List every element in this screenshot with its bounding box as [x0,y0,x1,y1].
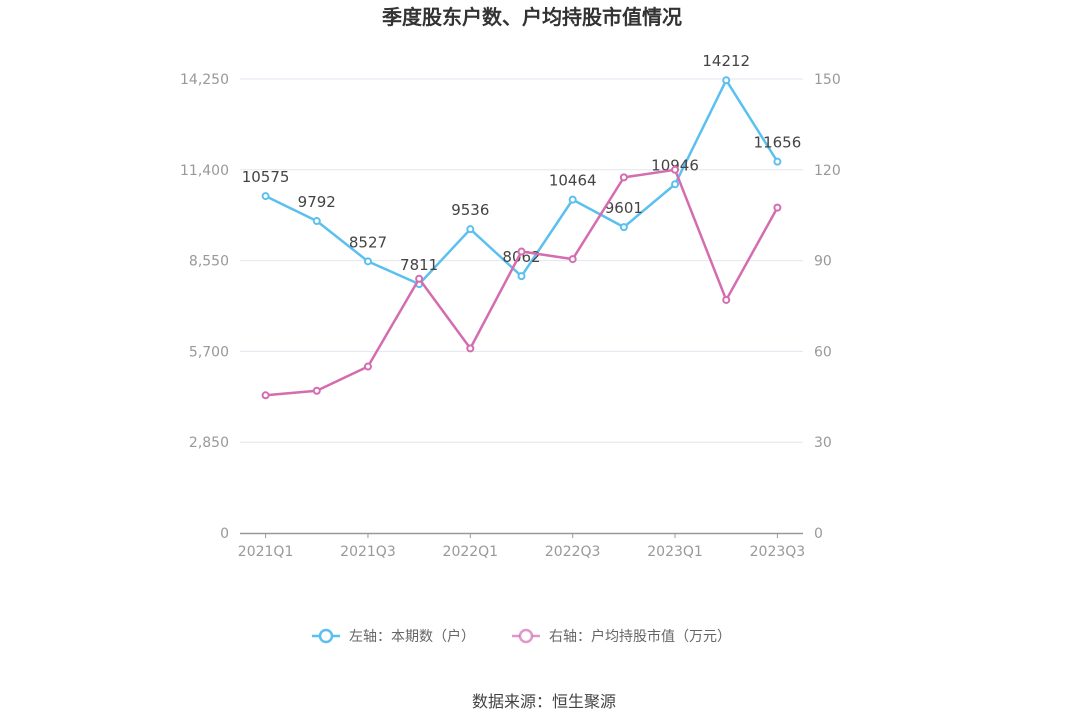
data-label: 9601 [605,199,643,217]
series-layer: 1057597928527781195368062104649601109461… [242,52,802,400]
data-label: 9536 [451,201,489,219]
data-label: 10946 [651,156,699,174]
left-axis-tick-label: 8,550 [189,254,229,270]
series-2-point [466,344,475,353]
x-axis-tick-label: 2023Q3 [750,544,806,560]
series-2-point [722,295,731,304]
x-axis-tick-label: 2023Q1 [647,544,703,560]
series-2-point [415,274,424,283]
series-2-point [312,386,321,395]
data-label: 9792 [298,193,336,211]
legend-label: 右轴：户均持股市值（万元） [549,628,731,645]
right-axis-tick-label: 120 [814,163,841,179]
left-axis-tick-label: 5,700 [189,344,229,360]
left-axis-tick-label: 14,250 [180,72,229,88]
legend-item-1[interactable]: 左轴：本期数（户） [312,628,475,645]
series-2-point [671,165,680,174]
series-line-2 [265,168,779,397]
series-1-point [671,180,680,189]
series-2-point [568,255,577,264]
series-1-point [568,195,577,204]
legend-label: 左轴：本期数（户） [349,628,475,645]
legend-item-2[interactable]: 右轴：户均持股市值（万元） [512,628,731,645]
right-axis-tick-label: 0 [814,526,823,542]
source-note: 数据来源：恒生聚源 [472,692,616,711]
right-axis-tick-label: 60 [814,344,832,360]
x-axis-tick-label: 2021Q3 [340,544,396,560]
x-axis-tick-label: 2022Q1 [443,544,499,560]
data-label: 14212 [702,52,750,70]
series-2-point [773,203,782,212]
x-axis-tick-label: 2022Q3 [545,544,601,560]
right-axis-tick-label: 150 [814,72,841,88]
series-1-point [722,76,731,85]
chart-title: 季度股东户数、户均持股市值情况 [381,5,682,29]
series-1-point [619,223,628,232]
legend-marker-icon [318,628,334,644]
left-axis-tick-label: 0 [220,526,229,542]
grid-lines [240,78,803,443]
data-label: 8527 [349,233,387,251]
legend[interactable]: 左轴：本期数（户） 右轴：户均持股市值（万元） [312,628,731,645]
series-2-point [261,391,270,400]
series-1-point [312,217,321,226]
series-1-point [363,257,372,266]
left-axis-tick-label: 11,400 [180,163,229,179]
axes: 0 0 2,850 30 5,700 60 8,550 90 11,400 120 14,250 15… [180,72,841,560]
right-axis-tick-label: 90 [814,254,832,270]
legend-marker-icon [518,628,534,644]
series-1-point [466,225,475,234]
series-1-point [261,192,270,201]
series-2-point [517,247,526,256]
series-1-point [517,272,526,281]
right-axis-tick-label: 30 [814,435,832,451]
series-2-point [619,173,628,182]
data-label: 10464 [549,172,597,190]
data-label: 7811 [400,256,438,274]
series-1-point [773,157,782,166]
left-axis-tick-label: 2,850 [189,435,229,451]
data-label: 10575 [242,168,290,186]
x-axis-tick-label: 2021Q1 [238,544,294,560]
data-label: 11656 [754,134,802,152]
series-2-point [363,362,372,371]
